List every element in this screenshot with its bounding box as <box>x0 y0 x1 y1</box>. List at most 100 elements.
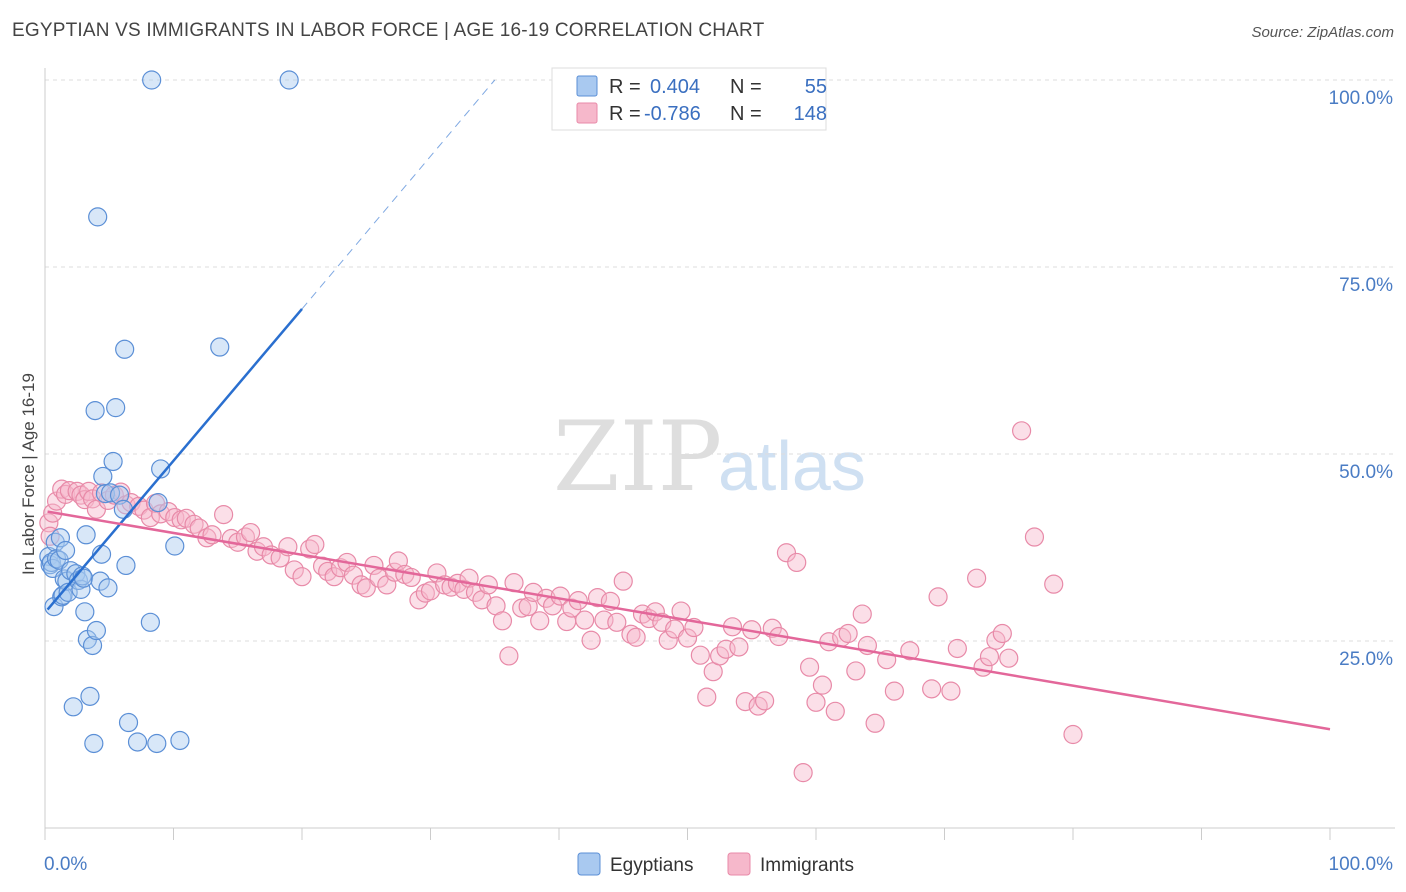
immigrants-point-40 <box>270 548 290 568</box>
immigrants-point-6 <box>59 481 80 501</box>
immigrants-point-105 <box>690 645 710 665</box>
gridlines <box>45 79 1395 642</box>
immigrants-point-78 <box>518 596 538 617</box>
immigrants-point-128 <box>846 661 866 681</box>
source-note: Source: ZipAtlas.com <box>1251 24 1394 41</box>
egyptians-point-31 <box>90 571 110 591</box>
egyptians-point-49 <box>151 459 171 479</box>
immigrants-point-144 <box>999 648 1019 668</box>
immigrants-point-103 <box>677 628 698 648</box>
immigrants-point-42 <box>284 560 304 580</box>
egyptians-point-43 <box>118 712 139 733</box>
y-tick-label-100: 100.0% <box>1329 88 1394 109</box>
egyptians-point-50 <box>165 536 185 556</box>
legend-r-label-egyptians: R = <box>609 76 641 98</box>
immigrants-point-77 <box>512 598 532 618</box>
immigrants-point-43 <box>292 567 312 587</box>
y-tick-label-50: 50.0% <box>1339 462 1393 483</box>
egyptians-point-10 <box>53 585 73 605</box>
legend-n-value-egyptians: 55 <box>805 76 827 98</box>
chart-title: EGYPTIAN VS IMMIGRANTS IN LABOR FORCE | … <box>12 20 765 41</box>
y-tick-label-25: 25.0% <box>1339 649 1393 670</box>
egyptians-point-48 <box>148 493 168 513</box>
egyptians-trend-extension <box>301 79 496 310</box>
y-tick-label-75: 75.0% <box>1339 275 1393 296</box>
immigrants-point-19 <box>129 496 149 516</box>
immigrants-point-125 <box>825 701 845 721</box>
bottom-legend: Egyptians Immigrants <box>577 852 854 876</box>
immigrants-point-131 <box>865 713 885 733</box>
immigrants-point-120 <box>793 763 813 783</box>
egyptians-point-45 <box>140 612 160 632</box>
immigrants-point-1 <box>40 526 60 546</box>
immigrants-point-136 <box>928 587 948 607</box>
legend-r-value-immigrants: -0.786 <box>644 103 701 125</box>
egyptians-point-47 <box>147 733 167 754</box>
immigrants-point-115 <box>754 691 775 711</box>
immigrants-point-141 <box>979 647 1000 667</box>
axes <box>44 68 1395 829</box>
immigrants-point-123 <box>812 675 833 695</box>
legend-swatch-egyptians <box>576 75 598 97</box>
immigrants-point-92 <box>607 612 627 632</box>
immigrants-point-122 <box>806 692 826 712</box>
egyptians-point-30 <box>88 207 108 227</box>
egyptians-point-34 <box>95 484 115 504</box>
legend-r-label-immigrants: R = <box>609 103 641 125</box>
egyptians-point-12 <box>55 540 76 561</box>
egyptians-point-29 <box>86 620 107 641</box>
egyptians-point-51 <box>170 730 190 751</box>
immigrants-point-68 <box>454 579 474 599</box>
immigrants-point-145 <box>1011 421 1032 441</box>
bottom-legend-immigrants: Immigrants <box>760 855 854 876</box>
immigrants-point-74 <box>492 611 513 631</box>
immigrants-point-114 <box>748 696 768 716</box>
immigrants-point-119 <box>787 552 807 573</box>
immigrants-point-137 <box>941 681 961 701</box>
immigrants-point-7 <box>67 481 87 501</box>
egyptians-point-25 <box>80 686 100 706</box>
egyptians-point-28 <box>85 401 105 421</box>
immigrants-point-52 <box>351 575 371 595</box>
egyptians-point-41 <box>115 339 135 359</box>
egyptians-point-37 <box>103 451 123 472</box>
egyptians-point-39 <box>109 485 130 505</box>
legend: R = 0.404 N = 55 R = -0.786 N = 148 <box>551 67 827 131</box>
immigrants-point-87 <box>575 610 595 630</box>
x-tick-label-min: 0.0% <box>44 854 87 875</box>
immigrants-point-88 <box>581 630 601 650</box>
immigrants-point-147 <box>1044 574 1064 594</box>
immigrants-point-139 <box>967 568 987 588</box>
watermark-zip: ZIP <box>553 401 722 513</box>
legend-box <box>551 67 827 131</box>
immigrants-point-28 <box>184 514 204 534</box>
egyptians-point-44 <box>127 732 148 752</box>
immigrants-point-118 <box>776 543 797 563</box>
immigrants-point-23 <box>151 504 171 524</box>
immigrants-point-133 <box>884 681 904 701</box>
immigrants-point-143 <box>992 623 1012 644</box>
egyptians-point-22 <box>75 602 95 622</box>
immigrants-point-45 <box>305 534 325 555</box>
egyptians-point-52 <box>210 337 230 357</box>
bottom-legend-egyptians: Egyptians <box>610 855 693 876</box>
immigrants-point-94 <box>621 624 641 644</box>
egyptians-point-35 <box>98 578 118 598</box>
immigrants-point-138 <box>947 638 967 659</box>
immigrants-point-85 <box>562 598 582 618</box>
egyptians-point-2 <box>41 552 62 573</box>
y-axis-label: In Labor Force | Age 16-19 <box>19 373 38 575</box>
egyptians-point-27 <box>84 733 104 754</box>
trend-lines <box>46 79 1331 731</box>
immigrants-point-106 <box>697 687 717 707</box>
immigrants-point-93 <box>613 571 633 591</box>
immigrants-point-80 <box>530 611 550 631</box>
immigrants-point-32 <box>214 504 234 525</box>
egyptians-point-38 <box>106 398 126 418</box>
immigrants-point-53 <box>356 578 376 598</box>
immigrants-point-63 <box>420 581 441 601</box>
x-tick-label-max: 100.0% <box>1329 854 1394 875</box>
legend-swatch-immigrants <box>576 102 598 124</box>
egyptians-point-16 <box>63 697 83 717</box>
